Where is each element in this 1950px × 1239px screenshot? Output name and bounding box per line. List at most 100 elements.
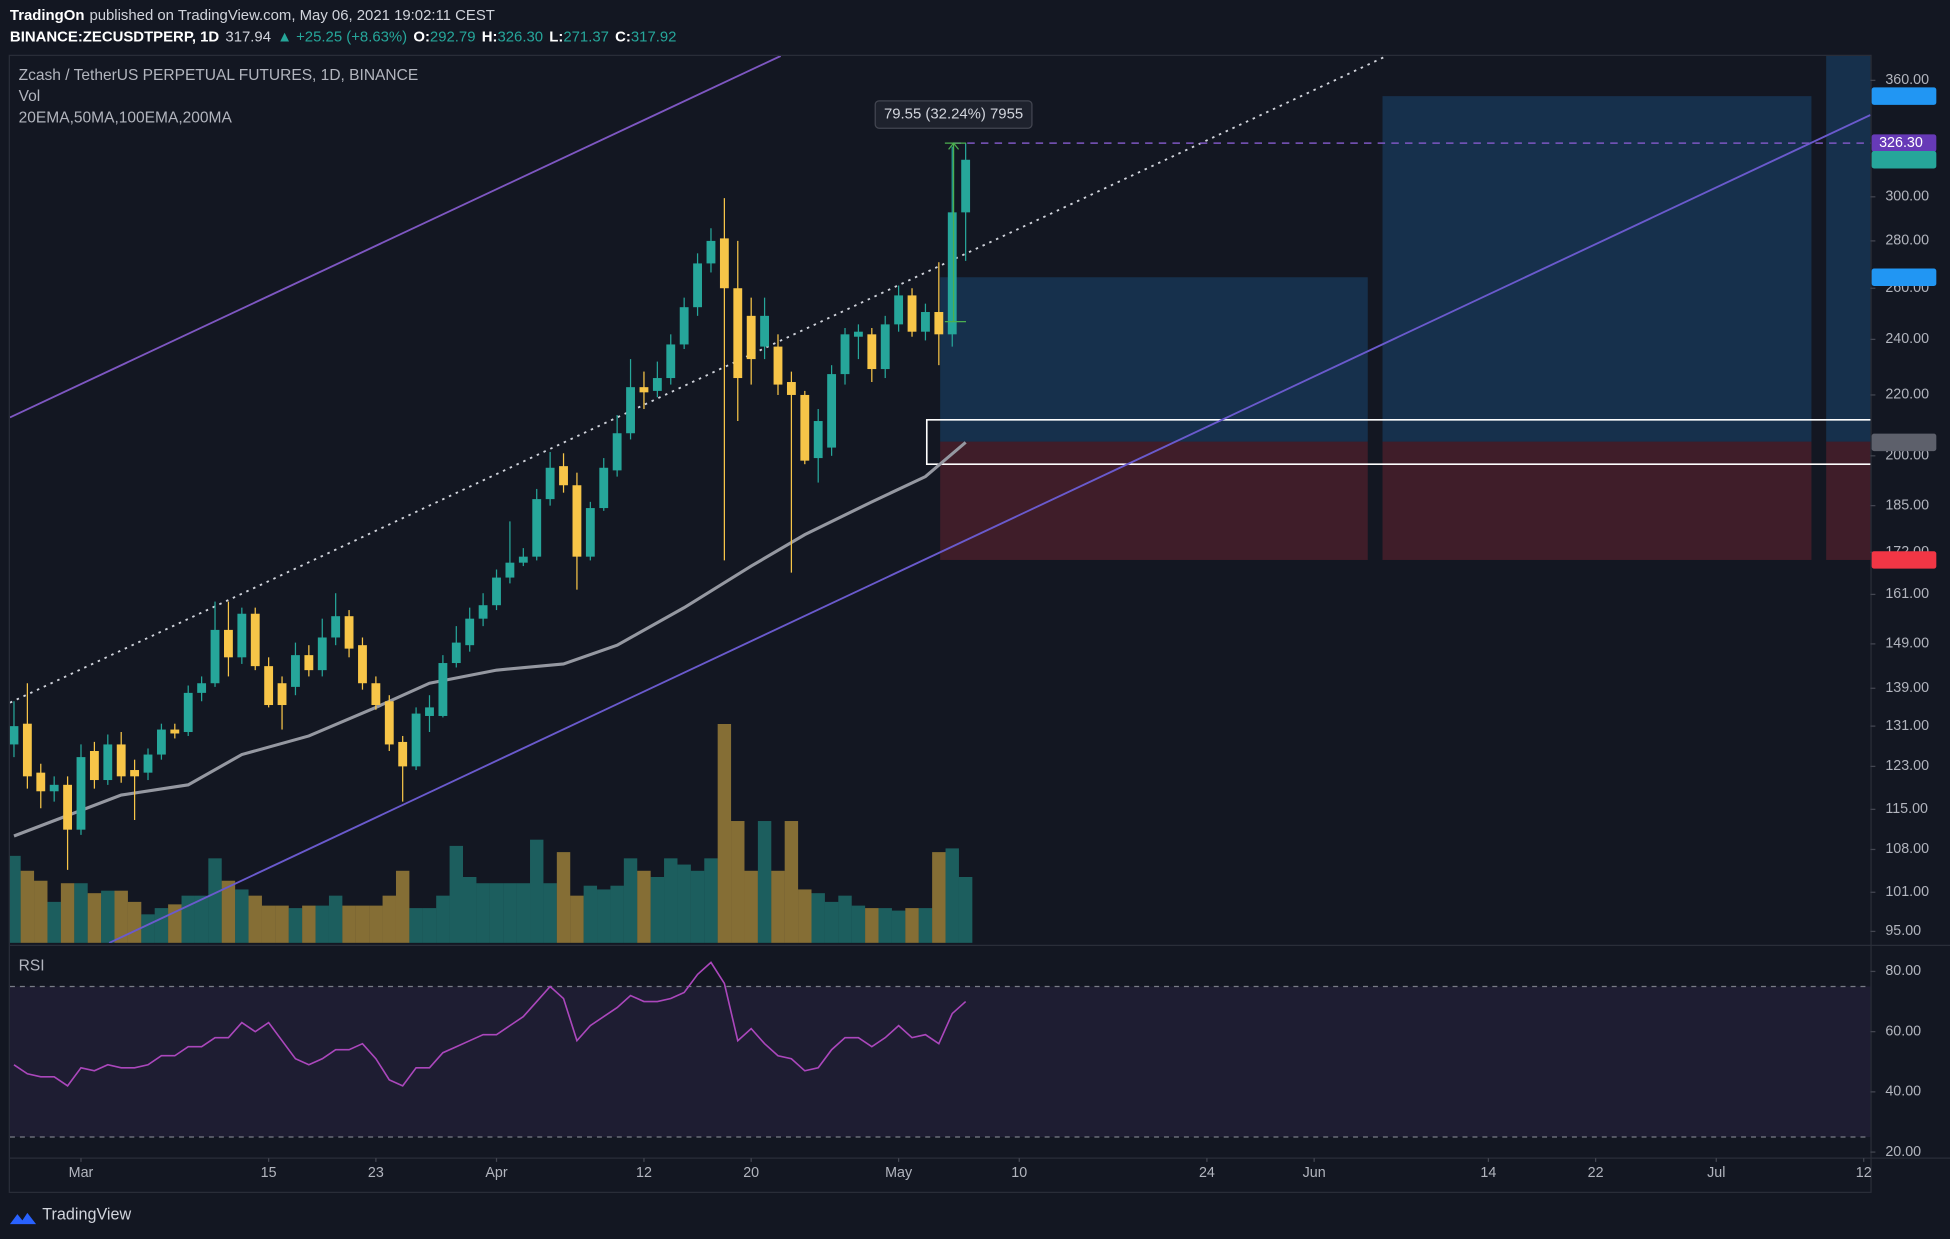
volume-bar bbox=[101, 890, 115, 943]
candle-body bbox=[277, 683, 287, 706]
candle-body bbox=[63, 784, 73, 830]
ohlc-label: H: bbox=[482, 28, 498, 45]
volume-bar bbox=[261, 905, 276, 943]
price-label-bg bbox=[1871, 134, 1937, 152]
volume-bar bbox=[449, 845, 464, 943]
volume-bar bbox=[342, 905, 356, 943]
candle-body bbox=[840, 334, 850, 375]
volume-bar bbox=[74, 883, 88, 943]
volume-bar bbox=[9, 855, 21, 943]
volume-bar bbox=[945, 848, 959, 943]
volume-bar bbox=[757, 821, 772, 943]
last-price: 317.94 bbox=[225, 28, 271, 45]
support-zone bbox=[925, 419, 1871, 466]
volume-bar bbox=[891, 910, 906, 943]
volume-bar bbox=[503, 883, 517, 943]
x-tick-label: Jul bbox=[1707, 1165, 1725, 1181]
candle-body bbox=[626, 387, 635, 434]
trend-line bbox=[9, 55, 782, 419]
x-tick-label: 24 bbox=[1199, 1165, 1215, 1181]
volume-bar bbox=[690, 870, 705, 943]
ohlc-value: 292.79 bbox=[430, 28, 476, 45]
candle-body bbox=[89, 750, 99, 781]
volume-bar bbox=[382, 895, 396, 943]
volume-bar bbox=[824, 901, 839, 943]
candle-body bbox=[853, 331, 863, 337]
volume-bar bbox=[288, 908, 303, 943]
volume-bar bbox=[114, 890, 128, 943]
candle-body bbox=[264, 666, 274, 706]
candle-body bbox=[760, 315, 770, 347]
volume-bar bbox=[476, 883, 490, 943]
target-zone bbox=[1382, 96, 1812, 442]
x-tick-label: Jun bbox=[1303, 1165, 1326, 1181]
published: published on TradingView.com, May 06, 20… bbox=[89, 7, 494, 24]
y-tick-label: 200.00 bbox=[1885, 448, 1929, 464]
logo-mark bbox=[9, 1212, 37, 1225]
volume-bar bbox=[208, 858, 222, 943]
volume-bar bbox=[704, 858, 718, 943]
volume-bar bbox=[650, 877, 665, 943]
volume-bar bbox=[463, 877, 477, 943]
candle-body bbox=[585, 508, 595, 557]
price-pane: 79.55 (32.24%) 7955 bbox=[9, 55, 1871, 943]
candle-body bbox=[786, 382, 796, 395]
volume-bar bbox=[87, 893, 102, 943]
y-tick-label: 280.00 bbox=[1885, 233, 1929, 249]
candle-body bbox=[492, 577, 501, 606]
volume-bar bbox=[744, 870, 758, 943]
candle-body bbox=[9, 726, 19, 745]
volume-bar bbox=[328, 895, 343, 943]
volume-bar bbox=[20, 870, 35, 943]
target-zone bbox=[940, 277, 1368, 442]
volume-bar bbox=[918, 908, 933, 943]
x-tick-label: 14 bbox=[1480, 1165, 1496, 1181]
candle-body bbox=[746, 315, 756, 360]
ohlc-value: 271.37 bbox=[563, 28, 609, 45]
measure-label: 79.55 (32.24%) 7955 bbox=[884, 105, 1023, 122]
candle-body bbox=[921, 312, 930, 332]
volume-bar bbox=[731, 821, 745, 943]
candle-body bbox=[880, 324, 890, 370]
candle-body bbox=[224, 629, 233, 658]
volume-bar bbox=[811, 893, 825, 943]
price-label-bg bbox=[1871, 551, 1937, 569]
ohlc-label: O: bbox=[413, 28, 430, 45]
volume-bar bbox=[369, 905, 383, 943]
volume-bar bbox=[248, 895, 262, 943]
volume-bar bbox=[597, 889, 611, 943]
volume-bar bbox=[556, 852, 571, 943]
x-tick-label: 10 bbox=[1011, 1165, 1027, 1181]
candle-body bbox=[813, 421, 823, 459]
candle-body bbox=[800, 394, 810, 461]
volume-bar bbox=[34, 880, 48, 943]
symbol: BINANCE:ZECUSDTPERP, 1D bbox=[10, 28, 219, 45]
measure-box bbox=[874, 100, 1033, 129]
candle-body bbox=[384, 701, 394, 745]
candle-body bbox=[49, 784, 59, 792]
candle-body bbox=[693, 263, 702, 308]
y-tick-label: 123.00 bbox=[1885, 758, 1929, 774]
x-tick-label: 15 bbox=[261, 1165, 277, 1181]
candle-body bbox=[197, 683, 207, 693]
candle-body bbox=[237, 613, 247, 658]
ohlc-label: C: bbox=[615, 28, 631, 45]
trend-line bbox=[108, 114, 1871, 943]
y-tick-label: 185.00 bbox=[1885, 497, 1929, 513]
candle-body bbox=[116, 744, 126, 777]
volume-bar bbox=[610, 885, 624, 943]
volume-bar bbox=[784, 821, 799, 943]
axes: 95.00 101.00 108.00 115.00 123.00 131.00 139.0… bbox=[69, 72, 1937, 1181]
volume-bar bbox=[958, 877, 973, 943]
x-tick-label: 12 bbox=[636, 1165, 652, 1181]
volume-bar bbox=[851, 905, 866, 943]
volume-bar bbox=[677, 864, 691, 943]
volume-bar bbox=[905, 908, 919, 943]
price-label-bg bbox=[1871, 268, 1937, 286]
volume-bar bbox=[798, 889, 812, 943]
volume-bar bbox=[623, 858, 638, 943]
candle-body bbox=[143, 754, 153, 773]
moving-average bbox=[13, 441, 967, 838]
candle-body bbox=[719, 238, 729, 289]
candle-body bbox=[130, 770, 140, 777]
